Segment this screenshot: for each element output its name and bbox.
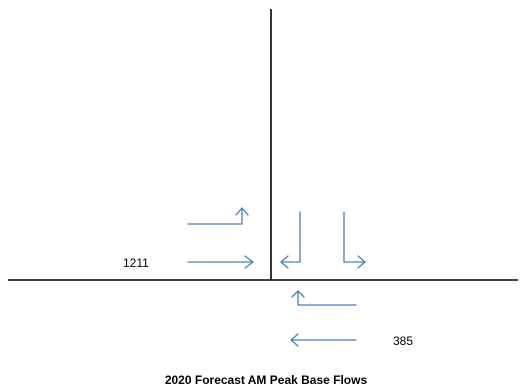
east-flow-volume-label: 385 [393, 334, 413, 348]
diagram-caption: 2020 Forecast AM Peak Base Flows [165, 373, 368, 387]
west-approach-through-arrow-icon [187, 255, 254, 269]
west-approach-turn-left-arrow-icon [187, 207, 249, 225]
east-approach-through-arrow-icon [290, 333, 357, 347]
north-approach-right-turn-arrow-icon [280, 211, 301, 269]
north-approach-left-turn-arrow-icon [343, 211, 366, 269]
east-approach-turn-arrow-icon [291, 290, 357, 306]
west-flow-volume-label: 1211 [123, 256, 149, 270]
